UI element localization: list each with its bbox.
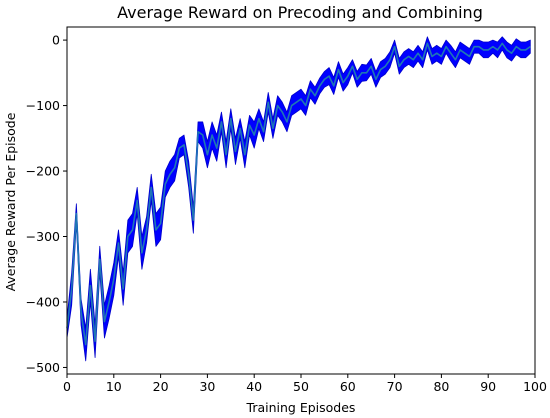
y-tick-label: 0 [52, 33, 60, 48]
y-tick-label: −500 [26, 360, 60, 375]
y-tick-label: −300 [26, 229, 60, 244]
x-tick-label: 90 [480, 379, 496, 394]
x-tick-label: 100 [523, 379, 547, 394]
x-tick-label: 30 [199, 379, 215, 394]
y-axis: 0 −100 −200 −300 −400 −500 [26, 33, 67, 375]
x-tick-label: 40 [246, 379, 262, 394]
chart-title: Average Reward on Precoding and Combinin… [117, 3, 483, 22]
x-tick-label: 10 [106, 379, 122, 394]
x-tick-label: 50 [293, 379, 309, 394]
x-tick-label: 20 [153, 379, 169, 394]
x-tick-label: 70 [387, 379, 403, 394]
x-axis: 0 10 20 30 40 50 60 70 80 90 100 [63, 374, 547, 394]
y-tick-label: −400 [26, 294, 60, 309]
confidence-band [66, 36, 531, 362]
x-tick-label: 80 [433, 379, 449, 394]
y-tick-label: −200 [26, 164, 60, 179]
y-tick-label: −100 [26, 98, 60, 113]
mean-reward-line [66, 42, 531, 346]
x-axis-label: Training Episodes [246, 400, 356, 415]
x-tick-label: 0 [63, 379, 71, 394]
x-tick-label: 60 [340, 379, 356, 394]
plot-area [66, 26, 536, 375]
y-axis-label: Average Reward Per Episode [3, 112, 18, 291]
